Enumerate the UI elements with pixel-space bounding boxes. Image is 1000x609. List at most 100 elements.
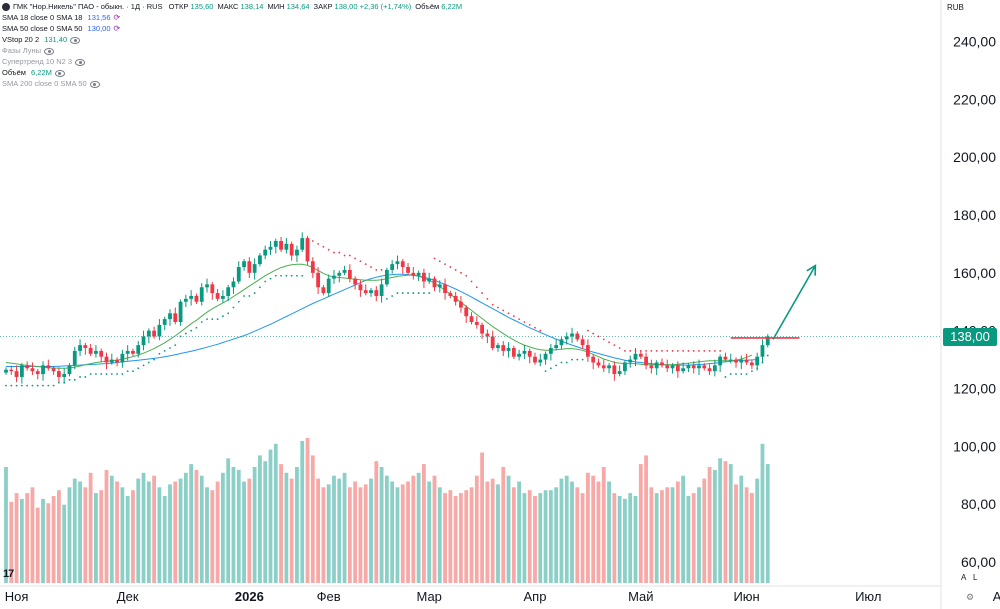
candle[interactable] [99, 348, 104, 362]
auto-scale-button[interactable]: A [961, 573, 967, 582]
candle[interactable] [51, 365, 56, 375]
candle[interactable] [681, 362, 686, 374]
candle[interactable] [718, 354, 723, 373]
candle[interactable] [115, 357, 119, 367]
time-tick-label[interactable]: Июн [733, 589, 759, 604]
candle[interactable] [601, 359, 606, 373]
candle[interactable] [675, 361, 680, 378]
price-tick-label[interactable]: 60,00 [961, 554, 996, 570]
candle[interactable] [628, 355, 633, 368]
candle[interactable] [9, 365, 14, 375]
candle[interactable] [596, 358, 601, 368]
time-tick-label[interactable]: 2026 [235, 589, 264, 604]
candle[interactable] [448, 290, 453, 299]
candle[interactable] [480, 322, 484, 339]
candle[interactable] [712, 359, 717, 377]
candle[interactable] [252, 258, 257, 280]
log-scale-button[interactable]: L [973, 573, 978, 582]
candle[interactable] [490, 330, 495, 351]
candle[interactable] [210, 282, 215, 300]
candle[interactable] [136, 341, 141, 358]
candle[interactable] [57, 367, 61, 383]
candle[interactable] [310, 257, 315, 279]
candle[interactable] [543, 351, 548, 365]
candle[interactable] [205, 278, 209, 293]
candle[interactable] [623, 360, 627, 375]
candle[interactable] [649, 359, 654, 374]
candle[interactable] [548, 343, 553, 361]
candle[interactable] [300, 232, 305, 253]
price-tick-label[interactable]: 120,00 [953, 381, 996, 397]
candle[interactable] [496, 342, 500, 352]
price-tick-label[interactable]: 80,00 [961, 496, 996, 512]
time-tick-label[interactable]: Апр [524, 589, 547, 604]
candle[interactable] [295, 245, 299, 263]
candle[interactable] [474, 316, 479, 329]
candle[interactable] [326, 274, 331, 297]
candle[interactable] [570, 327, 574, 344]
candle[interactable] [25, 361, 30, 371]
candle[interactable] [638, 351, 643, 360]
candle[interactable] [141, 330, 146, 351]
eye-icon[interactable] [89, 80, 100, 88]
candle[interactable] [554, 339, 559, 351]
candle[interactable] [411, 267, 416, 280]
candle[interactable] [517, 349, 522, 361]
price-tick-label[interactable]: 180,00 [953, 207, 996, 223]
candle[interactable] [501, 341, 506, 357]
candle[interactable] [131, 348, 135, 357]
candle[interactable] [258, 253, 262, 267]
candles[interactable] [4, 232, 770, 384]
candle[interactable] [533, 352, 537, 365]
arrow-up-icon[interactable] [772, 265, 817, 340]
candle[interactable] [273, 238, 278, 254]
candle[interactable] [416, 270, 421, 281]
candle[interactable] [353, 276, 358, 290]
candle[interactable] [332, 269, 336, 284]
candle[interactable] [432, 276, 437, 292]
candle[interactable] [586, 339, 590, 362]
candle[interactable] [14, 365, 19, 383]
candle[interactable] [263, 245, 268, 260]
time-tick-label[interactable]: Июл [855, 589, 881, 604]
currency-label[interactable]: RUB [947, 3, 964, 12]
candle[interactable] [728, 353, 733, 364]
candle[interactable] [279, 236, 283, 253]
candle[interactable] [670, 363, 675, 374]
candle[interactable] [347, 264, 352, 283]
candle[interactable] [178, 299, 183, 326]
candle[interactable] [538, 353, 543, 367]
eye-icon[interactable] [54, 69, 65, 77]
candle[interactable] [617, 365, 622, 377]
candle[interactable] [580, 335, 585, 349]
candle[interactable] [691, 361, 696, 374]
candle[interactable] [358, 280, 363, 297]
candle[interactable] [527, 348, 532, 364]
candle[interactable] [644, 352, 648, 370]
candle[interactable] [665, 359, 670, 373]
time-axis[interactable]: Ноя Дек 2026 Фев Мар Апр Май Июн Июл Ав [5, 589, 1000, 604]
candle[interactable] [760, 339, 765, 364]
indicator-row[interactable]: SMA 18 close 0 SMA 18 131,56 ⟳ [2, 12, 462, 23]
candle[interactable] [109, 353, 114, 365]
candle[interactable] [72, 346, 77, 370]
time-tick-label[interactable]: Дек [117, 589, 139, 604]
price-tick-label[interactable]: 220,00 [953, 91, 996, 107]
candle[interactable] [125, 345, 130, 361]
candle[interactable] [88, 343, 93, 357]
candle[interactable] [173, 307, 178, 325]
candle[interactable] [67, 363, 72, 377]
candle[interactable] [459, 295, 463, 313]
candle[interactable] [247, 257, 252, 279]
candle[interactable] [564, 332, 569, 345]
price-tick-label[interactable]: 200,00 [953, 149, 996, 165]
candle[interactable] [226, 284, 231, 302]
candle[interactable] [289, 241, 294, 261]
indicator-row[interactable]: Супертренд 10 N2 3 [2, 56, 462, 67]
candle[interactable] [94, 345, 98, 358]
time-tick-label[interactable]: Май [628, 589, 653, 604]
indicator-row[interactable]: SMA 50 close 0 SMA 50 130,00 ⟳ [2, 23, 462, 34]
time-tick-label[interactable]: Фев [317, 589, 341, 604]
indicator-row[interactable]: VStop 20 2 131,40 [2, 34, 462, 45]
